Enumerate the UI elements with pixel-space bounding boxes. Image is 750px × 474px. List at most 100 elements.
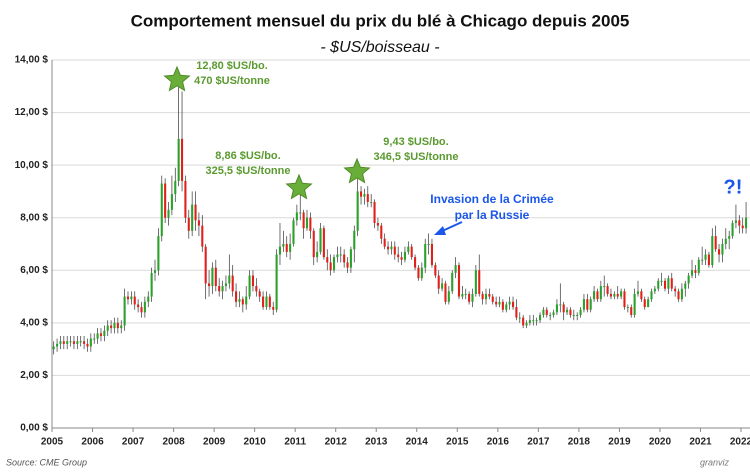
- candle-body: [59, 341, 62, 344]
- candle-body: [525, 322, 528, 326]
- candle-body: [697, 259, 700, 273]
- candle-body: [211, 267, 214, 287]
- candle-body: [495, 301, 498, 305]
- candle-body: [160, 183, 163, 237]
- y-tick-label: 8,00 $: [20, 212, 48, 223]
- candle-body: [714, 236, 717, 250]
- x-tick-label: 2012: [325, 437, 348, 448]
- candle-body: [393, 246, 396, 255]
- candle-body: [464, 293, 467, 295]
- candle-body: [647, 299, 650, 308]
- candle-body: [528, 320, 531, 323]
- candle-body: [471, 293, 474, 302]
- candle-body: [674, 288, 677, 292]
- candle-body: [424, 244, 427, 268]
- candle-body: [414, 257, 417, 268]
- candle-body: [636, 291, 640, 294]
- candle-body: [164, 183, 167, 218]
- x-tick-label: 2005: [41, 437, 64, 448]
- candle-body: [174, 180, 177, 195]
- candle-body: [106, 325, 109, 331]
- candle-body: [552, 312, 555, 315]
- candle-body: [343, 254, 346, 263]
- candle-body: [670, 278, 673, 289]
- annotation: 12,80 $US/bo.: [196, 60, 268, 72]
- candle-body: [596, 291, 599, 300]
- candle-body: [322, 228, 325, 258]
- x-tick-label: 2013: [365, 437, 388, 448]
- y-tick-label: 6,00 $: [20, 265, 48, 276]
- candle-body: [603, 286, 606, 288]
- candle-body: [562, 304, 565, 313]
- candle-body: [262, 296, 265, 308]
- candle-body: [630, 307, 633, 315]
- candle-body: [248, 275, 251, 297]
- x-tick-label: 2019: [608, 437, 631, 448]
- x-tick-label: 2015: [446, 437, 469, 448]
- candle-body: [397, 254, 400, 258]
- candle-body: [370, 201, 373, 203]
- candle-body: [724, 238, 727, 244]
- candle-body: [653, 288, 656, 292]
- candle-body: [110, 325, 113, 329]
- candle-body: [457, 265, 461, 297]
- candle-body: [295, 212, 298, 221]
- candle-body: [363, 194, 366, 197]
- annotation: 346,5 $US/tonne: [374, 151, 459, 163]
- candle-body: [701, 259, 704, 261]
- candle-body: [52, 346, 55, 350]
- candle-body: [339, 254, 342, 256]
- candle-body: [103, 330, 106, 336]
- candle-body: [542, 309, 545, 315]
- candle-body: [96, 333, 99, 339]
- candle-body: [150, 272, 153, 297]
- candle-body: [56, 343, 59, 347]
- candle-body: [278, 246, 282, 255]
- candle-body: [187, 217, 190, 231]
- candle-body: [235, 291, 238, 302]
- candle-body: [430, 244, 434, 266]
- candle-body: [76, 341, 79, 344]
- candle-body: [228, 275, 231, 284]
- candle-body: [447, 291, 450, 302]
- candle-body: [251, 275, 255, 287]
- candle-body: [535, 320, 538, 322]
- candle-body: [319, 228, 322, 252]
- candle-body: [745, 217, 748, 229]
- candle-body: [387, 246, 390, 250]
- candle-body: [478, 270, 481, 294]
- candle-body: [606, 286, 609, 294]
- candle-body: [687, 275, 690, 284]
- candle-body: [454, 265, 457, 273]
- candle-body: [86, 343, 89, 347]
- candle-body: [680, 288, 683, 300]
- x-tick-label: 2006: [81, 437, 104, 448]
- candles: [52, 78, 748, 355]
- annotation: Invasion de la Crimée: [430, 192, 554, 206]
- candle-body: [420, 267, 423, 279]
- candle-body: [741, 225, 744, 229]
- candle-body: [346, 262, 349, 268]
- candle-body: [734, 220, 737, 223]
- y-tick-label: 14,00 $: [15, 55, 49, 66]
- candle-body: [167, 209, 170, 218]
- candle-body: [677, 291, 680, 300]
- y-tick-label: 10,00 $: [15, 160, 49, 171]
- candle-body: [694, 270, 697, 273]
- candle-body: [501, 301, 504, 310]
- candle-body: [332, 257, 336, 271]
- candle-body: [704, 254, 707, 260]
- candle-body: [657, 280, 660, 289]
- candle-body: [353, 230, 356, 250]
- candle-body: [410, 246, 413, 258]
- arrow-head: [434, 226, 446, 235]
- y-tick-label: 2,00 $: [20, 370, 48, 381]
- candle-body: [79, 341, 82, 343]
- candle-body: [62, 341, 65, 344]
- candle-body: [508, 301, 511, 305]
- candle-body: [684, 283, 687, 289]
- candle-body: [201, 225, 204, 247]
- candle-body: [728, 236, 731, 239]
- candle-body: [663, 280, 667, 289]
- candle-body: [380, 225, 383, 239]
